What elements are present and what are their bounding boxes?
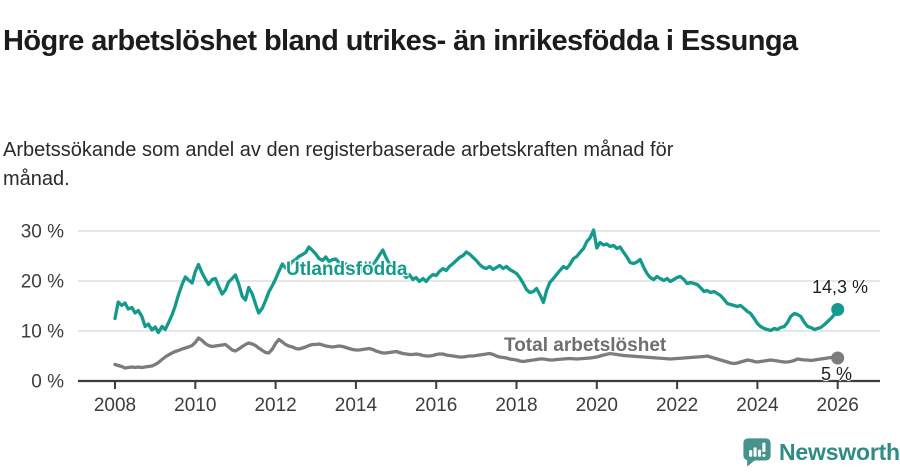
x-axis-tick-label: 2008 <box>94 395 136 416</box>
y-axis-tick-label: 0 % <box>31 372 64 393</box>
newsworthy-speech-bubble-bar-chart-icon <box>743 438 771 467</box>
line-utlandsfodda <box>113 228 840 335</box>
y-axis-tick-label: 30 % <box>21 222 64 243</box>
page-subtitle: Arbetssökande som andel av den registerb… <box>3 139 674 190</box>
newsworthy-logo-text: Newsworthy <box>779 438 900 465</box>
end-value-label-utlandsfodda: 14,3 % <box>812 277 869 297</box>
x-axis-tick-label: 2024 <box>736 395 779 416</box>
x-axis-tick-label: 2026 <box>817 395 859 416</box>
y-axis-tick-label: 10 % <box>21 322 64 343</box>
x-axis-tick-label: 2012 <box>254 395 296 416</box>
mini-bar-chart-glyph <box>749 442 766 457</box>
series-label-total-arbetsloshet: Total arbetslöshet <box>504 335 667 356</box>
y-axis-tick-label: 20 % <box>21 272 64 293</box>
page-title: Högre arbetslöshet bland utrikes- än inr… <box>3 25 798 58</box>
x-axis-tick-label: 2014 <box>335 395 378 416</box>
x-axis-tick-label: 2020 <box>576 395 618 416</box>
x-axis-tick-label: 2022 <box>656 395 698 416</box>
end-value-label-total: 5 % <box>821 364 853 384</box>
series-label-utlandsfodda: Utlandsfödda <box>286 259 408 280</box>
series-end-dot <box>831 303 845 316</box>
x-axis-tick-label: 2010 <box>174 395 216 416</box>
x-axis-tick-label: 2018 <box>495 395 537 416</box>
series-end-dot <box>831 351 845 365</box>
x-axis-tick-label: 2016 <box>415 395 457 416</box>
newsworthy-logo: Newsworthy <box>742 437 900 467</box>
line-total <box>113 336 840 370</box>
